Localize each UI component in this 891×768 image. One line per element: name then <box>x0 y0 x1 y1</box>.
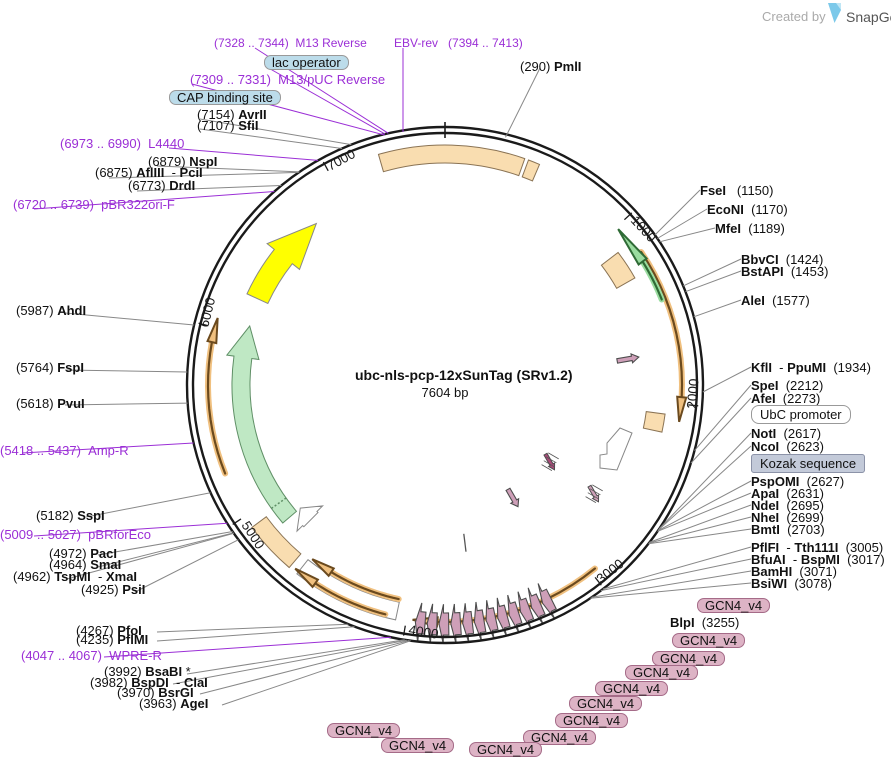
svg-text:2000: 2000 <box>684 378 701 409</box>
svg-text:7000: 7000 <box>324 146 358 174</box>
svg-text:1000: 1000 <box>628 213 659 245</box>
